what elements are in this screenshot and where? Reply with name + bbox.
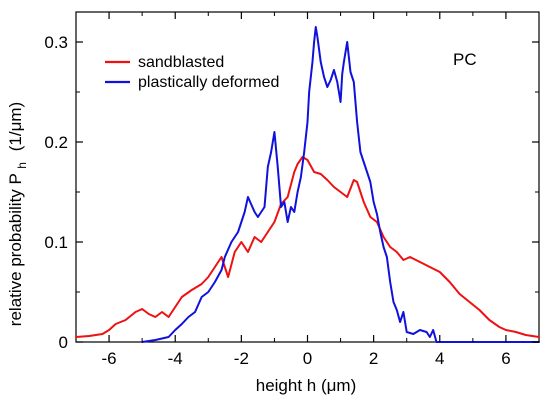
- x-tick-label: -4: [168, 349, 183, 368]
- x-tick-label: 4: [435, 349, 444, 368]
- y-axis-label-unit: (1/μm): [6, 102, 25, 151]
- y-tick-label: 0: [59, 333, 68, 352]
- y-tick-label: 0.2: [44, 133, 68, 152]
- y-axis-label: relative probability P h (1/μm): [6, 102, 30, 326]
- legend: sandblasted plastically deformed: [105, 54, 279, 91]
- annotation-label: PC: [453, 50, 477, 69]
- series-line-1: [141, 26, 540, 343]
- x-tick-label: 2: [369, 349, 378, 368]
- y-axis-label-subscript: h: [15, 162, 29, 169]
- legend-label: sandblasted: [138, 54, 224, 71]
- legend-label: plastically deformed: [138, 74, 279, 91]
- series-line-0: [75, 156, 540, 338]
- x-axis-label: height h (μm): [256, 376, 357, 395]
- series-layer: [75, 26, 540, 343]
- x-tick-label: 6: [501, 349, 510, 368]
- x-tick-label: -2: [234, 349, 249, 368]
- ticks-layer: -6 -4 -2 0 2 4 6 0 0.1 0.2 0.3: [44, 12, 540, 368]
- y-tick-label: 0.3: [44, 33, 68, 52]
- y-tick-label: 0.1: [44, 233, 68, 252]
- x-tick-label: 0: [303, 349, 312, 368]
- y-axis-label-main: relative probability P: [6, 173, 25, 326]
- svg-text:relative probability P h: relative probability P h (1/μm): [6, 102, 30, 326]
- x-tick-label: -6: [102, 349, 117, 368]
